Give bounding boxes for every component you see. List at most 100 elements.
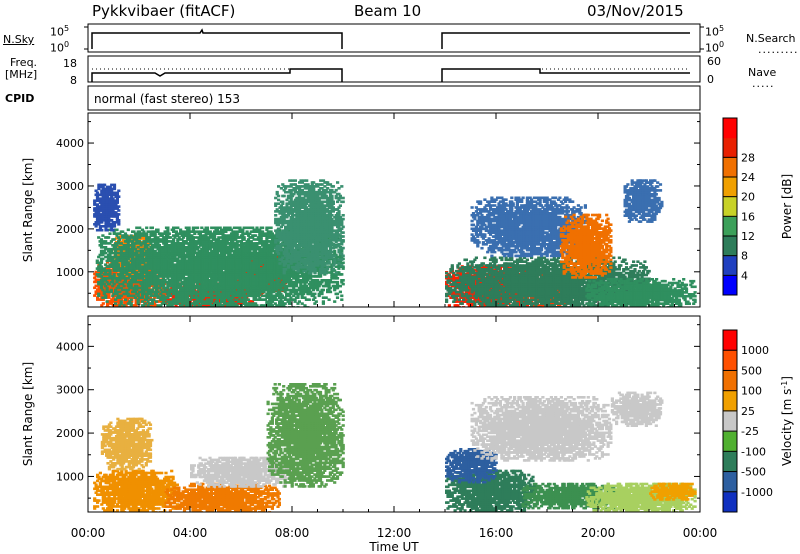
power-cell — [146, 230, 150, 233]
power-cell — [118, 238, 122, 241]
nsearch-label: N.Search — [746, 32, 796, 45]
nave-bottom-tick: 0 — [707, 73, 714, 86]
power-cell — [182, 304, 187, 307]
power-cell — [115, 290, 119, 294]
power-cell — [246, 226, 251, 230]
power-cell — [187, 226, 191, 230]
power-cell — [138, 226, 142, 230]
power-cell — [104, 269, 108, 272]
power-cell — [130, 300, 134, 303]
power-cell — [115, 251, 119, 255]
date-label: 03/Nov/2015 — [587, 2, 684, 20]
power-cell — [153, 300, 157, 303]
power-cell — [143, 300, 147, 303]
power-cell — [106, 260, 110, 264]
power-cell — [150, 294, 154, 298]
power-cell — [139, 265, 143, 268]
power-cell — [106, 302, 110, 305]
power-cell — [205, 304, 209, 307]
power-cell — [138, 300, 142, 303]
power-cell — [122, 275, 126, 278]
power-cell — [115, 282, 120, 286]
power-cell — [167, 240, 171, 243]
power-cell — [205, 226, 210, 230]
power-cell — [174, 230, 178, 233]
power-cell — [261, 294, 265, 298]
power-cell — [176, 226, 180, 230]
power-cell — [123, 298, 128, 301]
power-data-cells — [93, 179, 697, 307]
power-cell — [163, 286, 167, 290]
nsky-label: N.Sky — [3, 33, 34, 46]
power-cell — [142, 275, 146, 278]
power-cell — [101, 270, 105, 274]
power-cell — [196, 296, 200, 299]
power-cell — [133, 282, 137, 286]
power-cell — [208, 304, 212, 307]
power-cell — [126, 292, 130, 296]
power-cell — [138, 286, 142, 290]
freq-top-tick: 18 — [63, 57, 77, 70]
power-cell — [160, 232, 164, 235]
power-cell — [140, 298, 144, 301]
power-cell — [96, 278, 100, 282]
nsky-line — [91, 28, 690, 49]
power-cell — [202, 304, 206, 307]
power-cell — [112, 238, 116, 241]
nave-label: Nave — [748, 66, 776, 79]
power-cell — [129, 294, 133, 298]
power-cell — [244, 226, 248, 230]
power-cell — [93, 272, 97, 276]
power-cell — [225, 298, 229, 301]
power-cell — [231, 300, 235, 303]
power-cell — [105, 242, 109, 245]
power-cell — [122, 284, 126, 288]
power-cell — [261, 230, 265, 233]
power-cell — [98, 290, 102, 293]
power-cell — [155, 300, 159, 303]
power-cell — [135, 278, 140, 282]
power-cell — [104, 246, 108, 249]
power-cell — [252, 238, 256, 241]
power-cell — [97, 286, 101, 290]
nsearch-top-tick: 105 — [705, 24, 724, 39]
power-cell — [105, 300, 109, 303]
power-cell — [160, 300, 164, 303]
power-cell — [112, 273, 116, 276]
power-cell — [147, 268, 151, 272]
power-cell — [96, 298, 100, 301]
power-cell — [238, 226, 242, 230]
power-cell — [261, 226, 265, 230]
power-cell — [129, 302, 133, 305]
power-cell — [107, 294, 111, 297]
power-cell — [116, 263, 121, 266]
power-cell — [150, 226, 154, 230]
power-cell — [101, 277, 105, 280]
power-cell — [115, 228, 119, 232]
freq-line — [91, 68, 690, 82]
power-cell — [111, 296, 115, 299]
cpid-value: normal (fast stereo) 153 — [94, 92, 240, 106]
power-cell — [139, 242, 143, 245]
power-cell — [143, 302, 147, 305]
power-cell — [169, 236, 173, 239]
power-cell — [167, 298, 171, 301]
power-cell — [156, 228, 160, 232]
power-cell — [147, 286, 151, 290]
power-cell — [169, 294, 173, 298]
beam-label: Beam 10 — [354, 2, 421, 20]
power-cell — [97, 292, 101, 296]
power-cell — [171, 294, 175, 297]
power-cell — [246, 298, 251, 301]
power-cell — [224, 304, 228, 307]
power-cell — [101, 246, 105, 249]
power-cell — [101, 234, 105, 237]
power-cell — [195, 304, 199, 307]
power-cell — [133, 292, 137, 295]
power-cell — [99, 265, 104, 268]
power-cell — [167, 232, 171, 235]
power-cell — [122, 304, 126, 307]
power-cell — [111, 270, 115, 274]
power-cell — [153, 296, 157, 299]
